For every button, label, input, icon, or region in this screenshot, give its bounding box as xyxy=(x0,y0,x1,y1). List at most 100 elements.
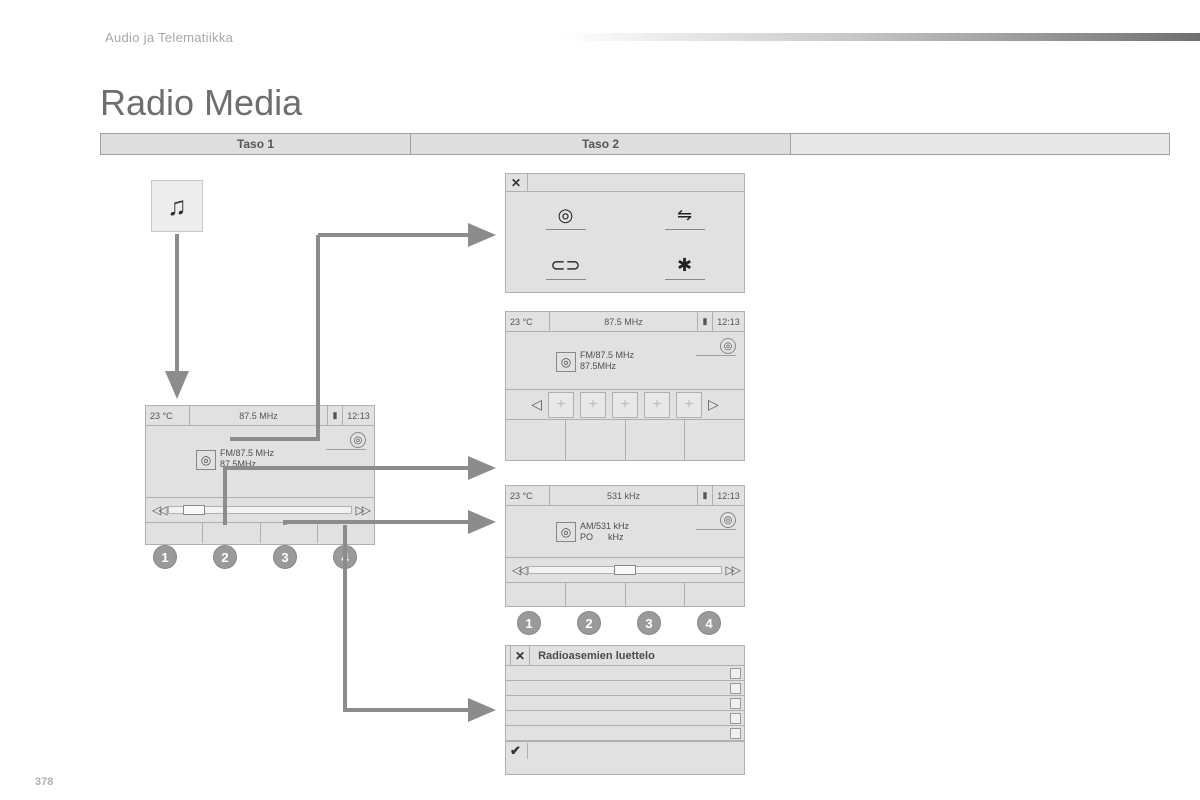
preset-slot-4[interactable]: + xyxy=(644,392,670,418)
battery-icon: ▮ xyxy=(697,486,712,505)
am-radio-screen: 23 °C 531 kHz ▮ 12:13 ◎ ◎ AM/531 kHz PO … xyxy=(505,485,745,607)
battery-icon: ▮ xyxy=(697,312,712,331)
status-bar: 23 °C 531 kHz ▮ 12:13 xyxy=(506,486,744,506)
tab-2[interactable] xyxy=(203,523,260,543)
close-icon[interactable]: ✕ xyxy=(510,646,530,665)
divider xyxy=(696,355,736,356)
radio-line-1: FM/87.5 MHz xyxy=(220,448,274,459)
list-item[interactable] xyxy=(506,681,744,696)
preset-slot-2[interactable]: + xyxy=(580,392,606,418)
tab-1[interactable] xyxy=(506,420,566,460)
list-item[interactable] xyxy=(506,726,744,741)
aux-icon: ⊂⊃ xyxy=(550,255,580,276)
tab-1[interactable] xyxy=(506,583,566,606)
source-usb[interactable]: ⇋ xyxy=(625,192,744,242)
preset-next-icon[interactable]: ▷ xyxy=(708,396,719,413)
status-bar: 23 °C 87.5 MHz ▮ 12:13 xyxy=(506,312,744,332)
step-circle-1: 1 xyxy=(153,545,177,569)
list-title-text: Radioasemien luettelo xyxy=(538,650,655,662)
seek-track[interactable] xyxy=(168,506,351,514)
radio-info: AM/531 kHz PO kHz xyxy=(580,521,629,543)
step-circle-3: 3 xyxy=(273,545,297,569)
tab-4[interactable] xyxy=(318,523,374,543)
source-panel: ✕ ◎ ⇋ ⊂⊃ ✱ xyxy=(505,173,745,293)
usb-icon: ⇋ xyxy=(677,205,692,226)
bottom-tab-row xyxy=(146,523,374,543)
bluetooth-icon: ✱ xyxy=(677,255,692,276)
radio-info: FM/87.5 MHz 87.5MHz xyxy=(580,350,634,372)
tab-2[interactable] xyxy=(566,420,626,460)
tab-3[interactable] xyxy=(261,523,318,543)
page-number: 378 xyxy=(35,776,53,788)
am-step-2: 2 xyxy=(577,611,601,635)
tab-4[interactable] xyxy=(685,583,744,606)
source-knob-icon[interactable]: ◎ xyxy=(720,338,736,354)
tab-4[interactable] xyxy=(685,420,744,460)
checkbox[interactable] xyxy=(730,698,741,709)
radio-badge-icon: ◎ xyxy=(556,352,576,372)
preset-prev-icon[interactable]: ◁ xyxy=(531,396,542,413)
source-radio[interactable]: ◎ xyxy=(506,192,625,242)
divider xyxy=(326,449,366,450)
main-radio-screen: 23 °C 87.5 MHz ▮ 12:13 ◎ ◎ FM/87.5 MHz 8… xyxy=(145,405,375,545)
level-3-header xyxy=(791,134,1169,154)
tab-3[interactable] xyxy=(626,583,686,606)
status-bar: 23 °C 87.5 MHz ▮ 12:13 xyxy=(146,406,374,426)
fm-preset-screen: 23 °C 87.5 MHz ▮ 12:13 ◎ ◎ FM/87.5 MHz 8… xyxy=(505,311,745,461)
checkbox[interactable] xyxy=(730,728,741,739)
close-icon[interactable]: ✕ xyxy=(511,174,528,191)
level-1-header: Taso 1 xyxy=(101,134,411,154)
source-bluetooth[interactable]: ✱ xyxy=(625,242,744,292)
am-step-4: 4 xyxy=(697,611,721,635)
radio-body: ◎ ◎ FM/87.5 MHz 87.5MHz xyxy=(146,426,374,498)
music-tile[interactable]: ♫ xyxy=(151,180,203,232)
tab-3[interactable] xyxy=(626,420,686,460)
list-item[interactable] xyxy=(506,666,744,681)
radio-body: ◎ ◎ AM/531 kHz PO kHz xyxy=(506,506,744,558)
status-freq: 87.5 MHz xyxy=(190,411,327,421)
seek-track[interactable] xyxy=(528,566,721,574)
list-item[interactable] xyxy=(506,711,744,726)
confirm-icon[interactable]: ✔ xyxy=(510,743,528,759)
radio-badge-icon: ◎ xyxy=(556,522,576,542)
source-knob-icon[interactable]: ◎ xyxy=(720,512,736,528)
radio-info: FM/87.5 MHz 87.5MHz xyxy=(220,448,274,470)
checkbox[interactable] xyxy=(730,683,741,694)
seek-next-icon[interactable]: ▷▷ xyxy=(356,503,368,517)
checkbox[interactable] xyxy=(730,668,741,679)
bottom-tab-row xyxy=(506,583,744,606)
radio-body: ◎ ◎ FM/87.5 MHz 87.5MHz xyxy=(506,332,744,390)
preset-slot-3[interactable]: + xyxy=(612,392,638,418)
source-aux[interactable]: ⊂⊃ xyxy=(506,242,625,292)
header-gradient xyxy=(560,33,1200,41)
tab-1[interactable] xyxy=(146,523,203,543)
preset-slot-1[interactable]: + xyxy=(548,392,574,418)
source-grid: ◎ ⇋ ⊂⊃ ✱ xyxy=(506,192,744,292)
divider xyxy=(696,529,736,530)
bottom-tab-row xyxy=(506,420,744,460)
source-titlebar: ✕ xyxy=(506,174,744,192)
status-time: 12:13 xyxy=(712,312,744,331)
list-item[interactable] xyxy=(506,696,744,711)
checkbox[interactable] xyxy=(730,713,741,724)
seek-next-icon[interactable]: ▷▷ xyxy=(726,563,738,577)
am-step-3: 3 xyxy=(637,611,661,635)
seek-prev-icon[interactable]: ◁◁ xyxy=(512,563,524,577)
radio-line-1: AM/531 kHz xyxy=(580,521,629,532)
music-icon: ♫ xyxy=(167,191,187,222)
radio-line-2: 87.5MHz xyxy=(220,459,274,470)
list-titlebar: ✕ Radioasemien luettelo xyxy=(506,646,744,666)
am-step-1: 1 xyxy=(517,611,541,635)
list-footer: ✔ xyxy=(506,741,744,759)
breadcrumb: Audio ja Telematiikka xyxy=(105,30,233,45)
seek-handle[interactable] xyxy=(614,565,636,575)
seek-prev-icon[interactable]: ◁◁ xyxy=(152,503,164,517)
seek-row: ◁◁ ▷▷ xyxy=(146,498,374,523)
source-knob-icon[interactable]: ◎ xyxy=(350,432,366,448)
seek-handle[interactable] xyxy=(183,505,205,515)
radio-badge-icon: ◎ xyxy=(196,450,216,470)
tab-2[interactable] xyxy=(566,583,626,606)
radio-line-1: FM/87.5 MHz xyxy=(580,350,634,361)
status-freq: 87.5 MHz xyxy=(550,317,697,327)
preset-slot-5[interactable]: + xyxy=(676,392,702,418)
